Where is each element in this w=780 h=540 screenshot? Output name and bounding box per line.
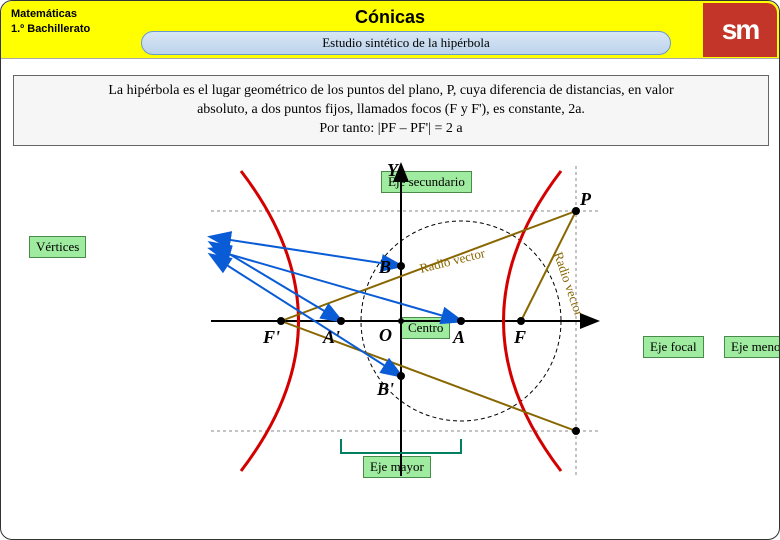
definition-line2: absoluto, a dos puntos fijos, llamados f…	[24, 101, 758, 120]
point-p-label: P	[579, 189, 592, 209]
hyperbola-diagram: Y X P B B' A A' F F' O	[201, 161, 601, 481]
level-text: 1.º Bachillerato	[11, 22, 90, 37]
definition-line1: La hipérbola es el lugar geométrico de l…	[24, 82, 758, 101]
logo-text: sm	[722, 14, 758, 46]
definition-line3: Por tanto: |PF – PF'| = 2 a	[24, 120, 758, 139]
page-title: Cónicas	[355, 7, 425, 28]
logo-box: sm	[703, 3, 777, 57]
point-a-label: A	[452, 327, 465, 347]
definition-box: La hipérbola es el lugar geométrico de l…	[13, 75, 769, 146]
subtitle-pill: Estudio sintético de la hipérbola	[141, 31, 671, 55]
header-bar: Matemáticas 1.º Bachillerato Cónicas Est…	[1, 1, 779, 59]
axis-y-label: Y	[387, 161, 400, 180]
slide-root: Matemáticas 1.º Bachillerato Cónicas Est…	[0, 0, 780, 540]
origin-label: O	[379, 325, 392, 345]
point-fp-label: F'	[262, 327, 280, 347]
point-b-label: B	[378, 257, 391, 277]
point-ap-label: A'	[322, 327, 340, 347]
point-bp-label: B'	[376, 379, 394, 399]
subject-text: Matemáticas	[11, 7, 90, 22]
label-eje-menor: Eje menor	[724, 336, 780, 358]
point-f-label: F	[513, 327, 526, 347]
label-vertices: Vértices	[29, 236, 86, 258]
header-left: Matemáticas 1.º Bachillerato	[11, 7, 90, 38]
label-eje-focal: Eje focal	[643, 336, 704, 358]
